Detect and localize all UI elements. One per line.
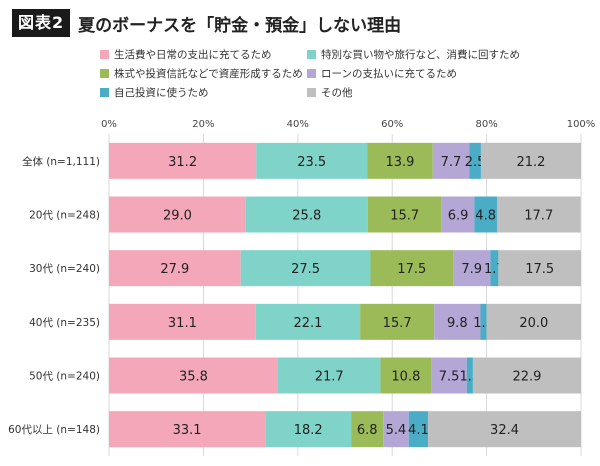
data-label: 18.2 bbox=[294, 423, 323, 438]
legend-label: 特別な買い物や旅行など、消費に回すため bbox=[321, 48, 520, 61]
category-label: 40代 (n=235) bbox=[29, 317, 100, 329]
data-label: 15.7 bbox=[390, 209, 419, 224]
data-label: 35.8 bbox=[179, 370, 208, 385]
bar-segment bbox=[490, 250, 499, 287]
bar-segment bbox=[480, 142, 581, 179]
legend-label: 生活費や日常の支出に充てるため bbox=[114, 48, 272, 61]
bar-segment bbox=[245, 196, 368, 233]
x-tick-label: 0% bbox=[101, 119, 117, 130]
data-label: 7.5 bbox=[439, 370, 460, 385]
bar-segment bbox=[367, 196, 442, 233]
data-label: 31.1 bbox=[168, 316, 197, 331]
bar-segment bbox=[109, 196, 246, 233]
category-label: 20代 (n=248) bbox=[29, 210, 100, 222]
data-label: 21.2 bbox=[516, 155, 545, 170]
x-tick-label: 100% bbox=[567, 119, 596, 130]
x-tick-label: 40% bbox=[287, 119, 309, 130]
data-label: 31.2 bbox=[168, 155, 197, 170]
figure-badge: 図表2 bbox=[12, 9, 71, 37]
bar-segment bbox=[466, 357, 473, 394]
bar-segment bbox=[109, 411, 266, 448]
legend-label: 自己投資に使うため bbox=[114, 86, 209, 99]
bar-segment bbox=[469, 142, 481, 179]
data-label: 22.1 bbox=[293, 316, 322, 331]
bar-segment bbox=[474, 196, 497, 233]
bar-segment bbox=[255, 303, 361, 340]
legend-label: その他 bbox=[321, 86, 353, 99]
bar-segment bbox=[472, 357, 581, 394]
data-label: 7.9 bbox=[461, 262, 482, 277]
bar-segment bbox=[380, 357, 432, 394]
chart-header: 図表2 夏のボーナスを「貯金・預金」しない理由 bbox=[12, 8, 401, 38]
legend-swatch bbox=[100, 88, 109, 97]
bar-segment bbox=[434, 303, 481, 340]
category-label: 60代以上 (n=148) bbox=[8, 424, 100, 436]
data-label: 5.4 bbox=[386, 423, 407, 438]
bar-segment bbox=[370, 250, 454, 287]
bar-segment bbox=[360, 303, 435, 340]
legend-swatch bbox=[307, 88, 316, 97]
bar-segment bbox=[109, 142, 257, 179]
x-tick-label: 20% bbox=[192, 119, 214, 130]
bar-segment bbox=[277, 357, 381, 394]
legend-swatch bbox=[100, 69, 109, 78]
data-label: 10.8 bbox=[391, 370, 420, 385]
data-label: 22.9 bbox=[512, 370, 541, 385]
legend-label: 株式や投資信託などで資産形成するため bbox=[114, 67, 303, 80]
data-label: 4.8 bbox=[475, 209, 496, 224]
data-label: 6.8 bbox=[357, 423, 378, 438]
data-label: 17.5 bbox=[397, 262, 426, 277]
data-label: 13.9 bbox=[386, 155, 415, 170]
legend-swatch bbox=[307, 69, 316, 78]
bar-segment bbox=[431, 357, 467, 394]
data-label: 17.7 bbox=[524, 209, 553, 224]
chart-title: 夏のボーナスを「貯金・預金」しない理由 bbox=[78, 15, 402, 36]
bar-segment bbox=[383, 411, 409, 448]
bar-segment bbox=[265, 411, 352, 448]
x-tick-label: 80% bbox=[475, 119, 497, 130]
data-label: 4.1 bbox=[408, 423, 429, 438]
legend-label: ローンの支払いに充てるため bbox=[321, 67, 457, 80]
data-label: 20.0 bbox=[519, 316, 548, 331]
data-label: 15.7 bbox=[383, 316, 412, 331]
data-label: 21.7 bbox=[315, 370, 344, 385]
data-label: 27.9 bbox=[160, 262, 189, 277]
category-label: 50代 (n=240) bbox=[29, 371, 100, 383]
data-label: 25.8 bbox=[292, 209, 321, 224]
category-label: 30代 (n=240) bbox=[29, 263, 100, 275]
data-label: 27.5 bbox=[291, 262, 320, 277]
bar-segment bbox=[408, 411, 429, 448]
bar-segment bbox=[453, 250, 491, 287]
bar-segment bbox=[486, 303, 581, 340]
bar-segment bbox=[240, 250, 371, 287]
bar-segment bbox=[109, 250, 241, 287]
data-label: 32.4 bbox=[490, 423, 519, 438]
data-label: 9.8 bbox=[447, 316, 468, 331]
bar-segment bbox=[480, 303, 487, 340]
bar-segment bbox=[109, 357, 278, 394]
bar-segment bbox=[432, 142, 470, 179]
bar-segment bbox=[498, 250, 581, 287]
bar-segment bbox=[367, 142, 433, 179]
bar-segment bbox=[351, 411, 384, 448]
bar-segment bbox=[441, 196, 475, 233]
category-label: 全体 (n=1,111) bbox=[22, 155, 100, 168]
bar-segment bbox=[109, 303, 256, 340]
data-label: 29.0 bbox=[163, 209, 192, 224]
data-label: 17.5 bbox=[525, 262, 554, 277]
bar-segment bbox=[256, 142, 368, 179]
legend-swatch bbox=[100, 50, 109, 59]
data-label: 2.5 bbox=[465, 155, 486, 170]
x-tick-label: 60% bbox=[381, 119, 403, 130]
data-label: 33.1 bbox=[173, 423, 202, 438]
bar-segment bbox=[428, 411, 581, 448]
legend-swatch bbox=[307, 50, 316, 59]
data-label: 6.9 bbox=[448, 209, 469, 224]
data-label: 23.5 bbox=[297, 155, 326, 170]
data-label: 7.7 bbox=[441, 155, 462, 170]
bar-segment bbox=[496, 196, 581, 233]
